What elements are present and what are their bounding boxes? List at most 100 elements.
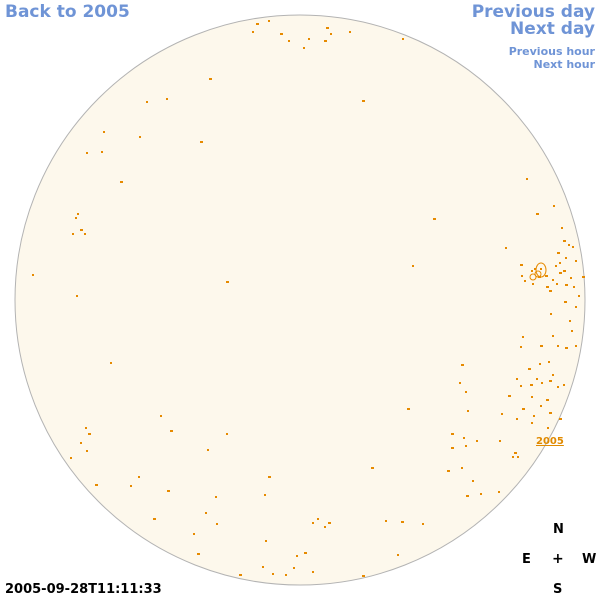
feature-marker bbox=[552, 374, 554, 376]
feature-marker bbox=[552, 279, 554, 281]
feature-marker bbox=[571, 330, 573, 332]
feature-marker bbox=[563, 270, 566, 272]
feature-marker bbox=[520, 385, 522, 387]
feature-marker bbox=[552, 335, 554, 337]
feature-marker bbox=[317, 518, 319, 520]
feature-marker bbox=[522, 336, 524, 338]
feature-marker bbox=[85, 427, 87, 429]
feature-marker bbox=[465, 445, 467, 447]
feature-marker bbox=[516, 378, 518, 380]
feature-marker bbox=[573, 286, 575, 288]
feature-marker bbox=[252, 31, 254, 33]
feature-marker bbox=[422, 523, 424, 525]
solar-disk bbox=[14, 14, 586, 586]
feature-marker bbox=[461, 364, 464, 366]
feature-marker bbox=[549, 380, 552, 382]
feature-marker bbox=[461, 467, 463, 469]
feature-marker bbox=[209, 78, 212, 80]
feature-marker bbox=[80, 229, 83, 231]
feature-marker bbox=[362, 100, 365, 102]
feature-marker bbox=[531, 422, 533, 424]
back-to-year-link[interactable]: Back to 2005 bbox=[5, 2, 130, 22]
feature-marker bbox=[303, 47, 305, 49]
feature-marker bbox=[324, 526, 326, 528]
previous-hour-link[interactable]: Previous hour bbox=[508, 45, 595, 58]
feature-marker bbox=[239, 574, 242, 576]
previous-day-link[interactable]: Previous day bbox=[471, 2, 595, 22]
feature-marker bbox=[205, 512, 207, 514]
feature-marker bbox=[86, 450, 88, 452]
feature-marker bbox=[480, 493, 482, 495]
feature-marker bbox=[553, 205, 555, 207]
feature-marker bbox=[534, 268, 536, 270]
feature-marker bbox=[549, 412, 552, 414]
feature-marker bbox=[70, 457, 72, 459]
feature-marker bbox=[559, 262, 561, 264]
next-day-link[interactable]: Next day bbox=[510, 19, 595, 39]
feature-marker bbox=[101, 151, 103, 153]
feature-marker bbox=[371, 467, 374, 469]
feature-marker bbox=[514, 452, 517, 454]
feature-marker bbox=[582, 276, 585, 278]
feature-marker bbox=[570, 277, 572, 279]
observation-timestamp: 2005-09-28T11:11:33 bbox=[5, 582, 162, 597]
feature-marker bbox=[563, 240, 566, 242]
feature-region-outline bbox=[529, 273, 537, 281]
feature-marker bbox=[550, 313, 552, 315]
feature-marker bbox=[546, 286, 549, 288]
feature-marker bbox=[385, 520, 387, 522]
feature-marker bbox=[200, 141, 203, 143]
feature-marker bbox=[526, 178, 528, 180]
feature-marker bbox=[77, 213, 79, 215]
feature-marker bbox=[88, 433, 91, 435]
feature-marker bbox=[575, 260, 577, 262]
feature-marker bbox=[139, 136, 141, 138]
feature-marker bbox=[280, 33, 283, 35]
feature-marker bbox=[556, 283, 558, 285]
feature-marker bbox=[530, 384, 533, 386]
feature-marker bbox=[508, 395, 511, 397]
feature-marker bbox=[110, 362, 112, 364]
feature-marker bbox=[451, 447, 454, 449]
feature-marker bbox=[505, 247, 507, 249]
feature-marker bbox=[540, 268, 542, 270]
feature-marker bbox=[72, 233, 74, 235]
feature-marker bbox=[499, 440, 501, 442]
feature-marker bbox=[447, 470, 450, 472]
feature-marker bbox=[541, 382, 543, 384]
feature-region-outline bbox=[534, 270, 542, 278]
feature-marker bbox=[546, 399, 549, 401]
next-hour-link[interactable]: Next hour bbox=[533, 58, 596, 71]
feature-marker bbox=[216, 523, 218, 525]
region-year-link[interactable]: 2005 bbox=[536, 436, 564, 447]
feature-marker bbox=[540, 405, 542, 407]
feature-marker bbox=[578, 295, 580, 297]
compass-south-label: S bbox=[553, 582, 563, 597]
feature-marker bbox=[120, 181, 123, 183]
compass-east-label: E bbox=[522, 552, 531, 567]
feature-marker bbox=[362, 575, 365, 577]
feature-marker bbox=[564, 301, 567, 303]
feature-marker bbox=[226, 433, 228, 435]
feature-marker bbox=[539, 363, 541, 365]
feature-marker bbox=[531, 396, 533, 398]
feature-marker bbox=[463, 437, 465, 439]
feature-marker bbox=[324, 40, 327, 42]
feature-marker bbox=[501, 413, 503, 415]
feature-marker bbox=[520, 264, 523, 266]
feature-region-outline bbox=[535, 262, 547, 278]
feature-marker bbox=[103, 131, 105, 133]
feature-marker bbox=[86, 152, 88, 154]
feature-marker bbox=[265, 540, 267, 542]
feature-marker bbox=[548, 361, 550, 363]
feature-marker bbox=[272, 573, 274, 575]
feature-marker bbox=[555, 265, 557, 267]
feature-marker bbox=[533, 415, 535, 417]
feature-marker bbox=[524, 280, 526, 282]
feature-marker bbox=[476, 440, 478, 442]
feature-marker bbox=[330, 33, 332, 35]
feature-marker bbox=[522, 408, 525, 410]
feature-marker bbox=[130, 485, 132, 487]
feature-marker bbox=[166, 98, 168, 100]
feature-marker bbox=[536, 213, 539, 215]
